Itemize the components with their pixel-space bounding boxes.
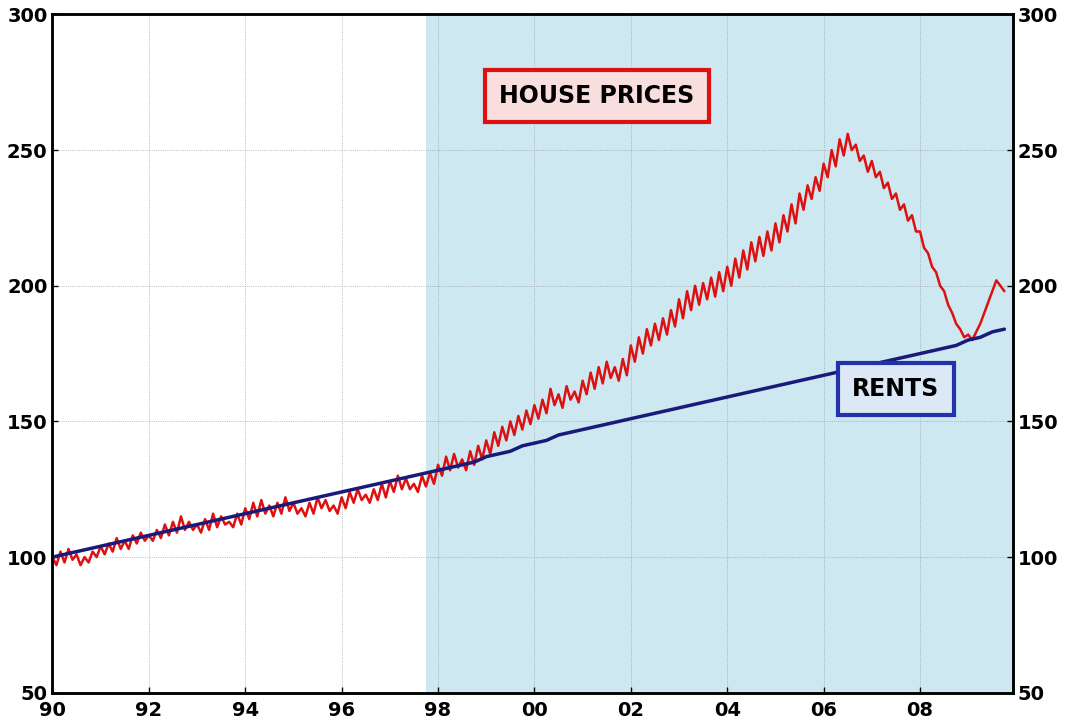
Bar — [426, 15, 1061, 693]
Text: HOUSE PRICES: HOUSE PRICES — [499, 84, 694, 108]
Text: RENTS: RENTS — [852, 377, 939, 401]
